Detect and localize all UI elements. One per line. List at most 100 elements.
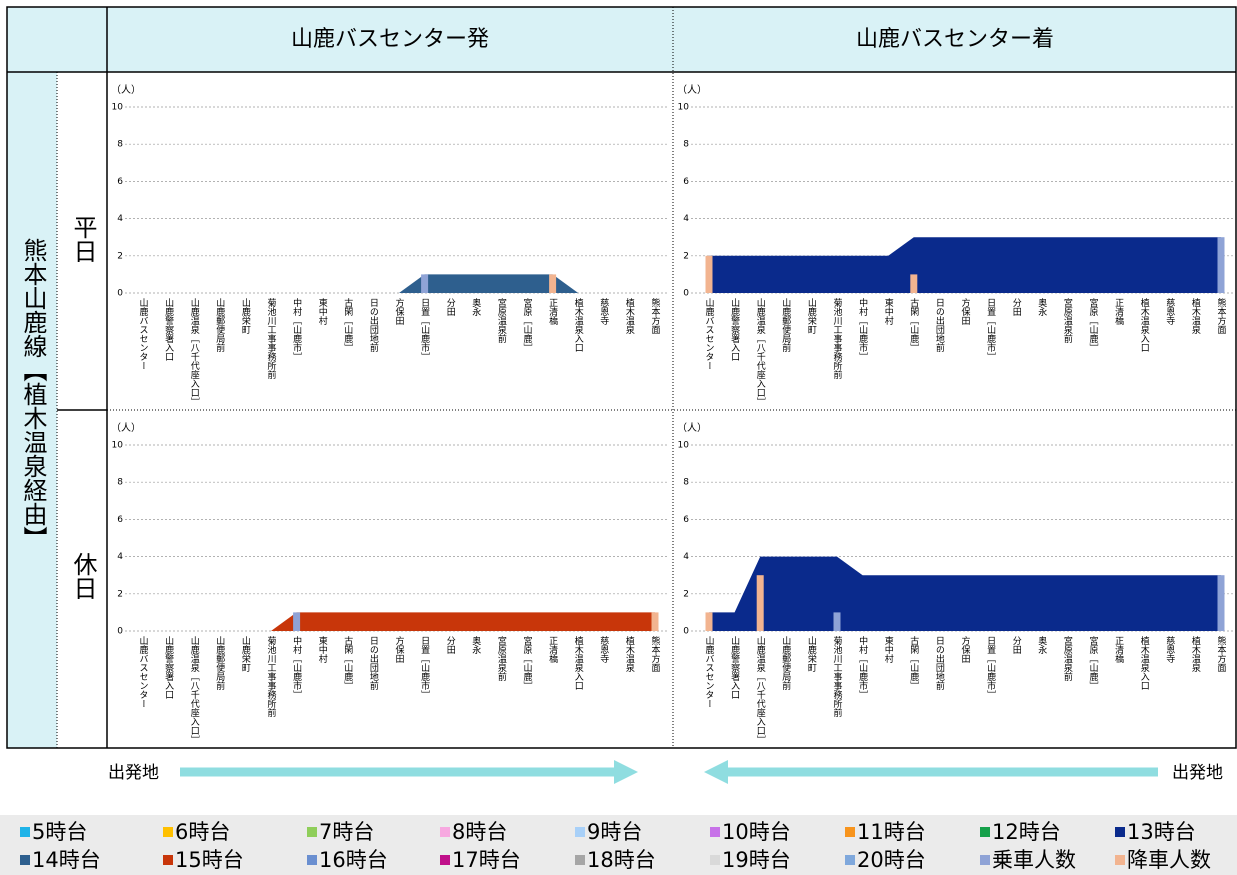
legend-swatch [20, 827, 30, 837]
column-header: 山鹿バスセンター着 [856, 27, 1054, 52]
bar [1217, 237, 1225, 293]
x-tick-label: 中村［山鹿市］ [857, 635, 868, 699]
x-tick-label: 正清橋 [547, 298, 558, 326]
legend-swatch [845, 827, 855, 837]
legend-label: 11時台 [857, 820, 926, 844]
x-tick-label: 植木温泉入口 [1139, 635, 1150, 690]
legend-swatch [307, 855, 317, 865]
y-tick-label: 8 [117, 478, 123, 488]
legend-label: 12時台 [992, 820, 1061, 844]
x-tick-label: 正清橋 [547, 636, 558, 664]
x-tick-label: 植木温泉 [624, 635, 635, 672]
x-tick-label: 分田 [445, 298, 456, 317]
y-tick-label: 0 [683, 289, 689, 299]
legend-label: 降車人数 [1127, 848, 1211, 872]
header-bg [7, 7, 1236, 72]
column-header: 山鹿バスセンター発 [291, 27, 489, 52]
bar [705, 255, 713, 293]
x-tick-label: 山鹿栄町 [240, 636, 251, 672]
y-tick-label: 4 [683, 214, 689, 224]
x-tick-label: 古閑［山鹿］ [908, 297, 919, 352]
x-tick-label: 菊池川工事事務所前 [266, 636, 277, 718]
x-tick-label: 中村［山鹿市］ [291, 635, 302, 699]
row-header: 平日 [69, 215, 97, 263]
legend-label: 8時台 [452, 820, 507, 844]
legend-label: 乗車人数 [992, 848, 1076, 872]
legend-label: 15時台 [175, 848, 244, 872]
x-tick-label: 日置［山鹿市］ [985, 636, 996, 699]
x-tick-label: 山鹿郵便局前 [780, 298, 791, 353]
y-tick-label: 6 [683, 177, 689, 187]
x-tick-label: 菊池川工事事務所前 [266, 298, 277, 380]
x-tick-label: 分田 [1011, 298, 1022, 317]
y-tick-label: 10 [678, 103, 690, 113]
x-tick-label: 山鹿栄町 [806, 298, 817, 334]
legend-swatch [710, 827, 720, 837]
x-tick-label: 植木温泉 [1190, 297, 1201, 334]
y-tick-label: 6 [117, 515, 123, 525]
x-tick-label: 日の出団地前 [934, 298, 945, 353]
bar [421, 274, 429, 293]
x-tick-label: 方保田 [960, 297, 971, 326]
y-tick-label: 10 [112, 103, 124, 113]
direction-label: 出発地 [1172, 763, 1223, 783]
legend-swatch [440, 827, 450, 837]
y-tick-label: 2 [683, 251, 689, 261]
x-tick-label: 山鹿郵便局前 [214, 298, 225, 353]
route-name: 熊本山鹿線【植木温泉経由】 [19, 238, 47, 550]
x-tick-label: 宮原［山鹿］ [1088, 297, 1099, 352]
x-tick-label: 慈恩寺 [598, 297, 609, 325]
legend-label: 13時台 [1127, 820, 1196, 844]
x-tick-label: 山鹿バスセンター [704, 298, 715, 370]
bar [756, 575, 764, 631]
y-tick-label: 6 [117, 177, 123, 187]
x-tick-label: 植木温泉 [1190, 635, 1201, 672]
y-tick-label: 10 [112, 441, 124, 451]
area [143, 612, 655, 631]
legend-swatch [980, 827, 990, 837]
route-bg [7, 72, 57, 748]
x-tick-label: 中村［山鹿市］ [291, 297, 302, 361]
x-tick-label: 植木温泉 [624, 297, 635, 334]
y-axis-unit: （人） [111, 84, 141, 96]
x-tick-label: 中村［山鹿市］ [857, 297, 868, 361]
x-tick-label: 熊本方面 [1216, 297, 1227, 335]
x-tick-label: 山鹿警察署入口 [163, 298, 174, 361]
x-tick-label: 方保田 [960, 635, 971, 664]
x-tick-label: 宮原温泉前 [496, 635, 507, 682]
y-tick-label: 4 [117, 214, 123, 224]
x-tick-label: 日置［山鹿市］ [985, 298, 996, 361]
x-tick-label: 山鹿郵便局前 [214, 636, 225, 691]
x-tick-label: 方保田 [394, 297, 405, 326]
bar [293, 612, 301, 631]
y-tick-label: 8 [683, 140, 689, 150]
x-tick-label: 奥永 [1036, 297, 1047, 316]
legend-swatch [20, 855, 30, 865]
y-tick-label: 0 [683, 627, 689, 637]
x-tick-label: 山鹿温泉［八千代座入口］ [755, 636, 766, 744]
x-tick-label: 植木温泉入口 [1139, 297, 1150, 352]
arrow-head [704, 760, 728, 784]
y-tick-label: 2 [117, 589, 123, 599]
legend-label: 14時台 [32, 848, 101, 872]
legend-swatch [575, 827, 585, 837]
y-axis-unit: （人） [677, 422, 707, 434]
x-tick-label: 山鹿郵便局前 [780, 636, 791, 691]
bar [910, 274, 918, 293]
x-tick-label: 宮原温泉前 [1062, 635, 1073, 682]
x-tick-label: 慈恩寺 [1164, 635, 1175, 663]
x-tick-label: 宮原［山鹿］ [1088, 635, 1099, 690]
x-tick-label: 奥永 [470, 297, 481, 316]
y-tick-label: 2 [117, 251, 123, 261]
legend-swatch [980, 855, 990, 865]
direction-label: 出発地 [108, 763, 159, 783]
legend-swatch [575, 855, 585, 865]
y-tick-label: 4 [117, 552, 123, 562]
x-tick-label: 東中村 [317, 635, 328, 663]
bar [651, 612, 659, 631]
x-tick-label: 熊本方面 [650, 635, 661, 673]
x-tick-label: 山鹿栄町 [240, 298, 251, 334]
x-tick-label: 菊池川工事事務所前 [832, 298, 843, 380]
x-tick-label: 山鹿警察署入口 [729, 636, 740, 699]
